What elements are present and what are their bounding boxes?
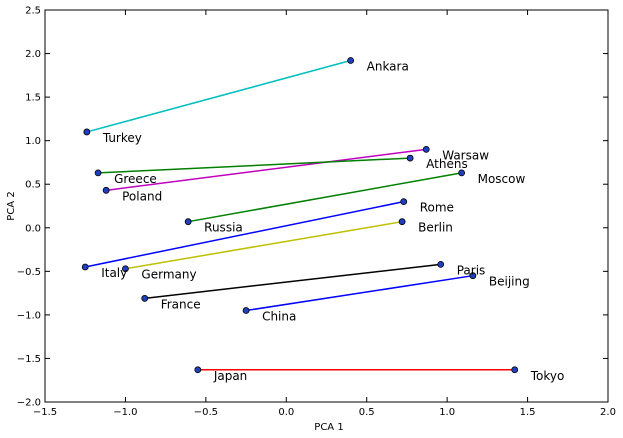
x-tick-label: −0.5 <box>194 407 218 418</box>
axis-ticks: −1.5 −1.0 −0.5 0.0 0.5 1.0 1.5 2.0−2.0−1.5−1.0−… <box>17 6 616 419</box>
point-moscow <box>458 169 466 177</box>
y-tick-label: 0.0 <box>25 223 41 234</box>
label-warsaw: Warsaw <box>442 148 489 162</box>
y-axis-label: PCA 2 <box>6 191 17 220</box>
y-tick-label: 0.5 <box>25 180 41 191</box>
segment-germany-berlin <box>125 220 403 270</box>
label-moscow: Moscow <box>478 172 526 186</box>
x-axis-label: PCA 1 <box>314 422 343 433</box>
y-tick-label: −0.5 <box>17 267 41 278</box>
label-france: France <box>161 297 201 311</box>
segment-china-beijing <box>245 274 473 312</box>
x-tick-label: 1.0 <box>439 407 455 418</box>
point-russia <box>184 218 192 226</box>
y-tick-label: 1.0 <box>25 136 41 147</box>
point-turkey <box>83 128 91 136</box>
point-ankara <box>347 57 355 64</box>
point-tokyo <box>511 366 519 374</box>
label-berlin: Berlin <box>418 221 453 235</box>
label-russia: Russia <box>204 221 243 235</box>
label-rome: Rome <box>420 201 454 215</box>
x-tick-label: 2.0 <box>600 407 616 418</box>
label-turkey: Turkey <box>102 131 142 145</box>
x-tick-label: −1.0 <box>113 407 137 418</box>
segment-italy-rome <box>85 200 404 268</box>
y-tick-label: 2.0 <box>25 49 41 60</box>
plot-frame <box>44 9 609 403</box>
label-japan: Japan <box>213 369 247 383</box>
point-italy <box>81 263 89 271</box>
label-ankara: Ankara <box>367 60 409 74</box>
point-greece <box>94 169 102 177</box>
x-tick-label: 0.0 <box>278 407 294 418</box>
label-athens: Athens <box>426 157 468 171</box>
connecting-lines <box>85 59 515 371</box>
segment-france-paris <box>144 263 441 300</box>
label-tokyo: Tokyo <box>530 369 565 383</box>
data-points <box>81 57 519 374</box>
point-berlin <box>398 218 406 226</box>
y-tick-label: 1.5 <box>25 93 41 104</box>
y-tick-label: −1.5 <box>17 354 41 365</box>
segment-russia-moscow <box>188 172 462 223</box>
segment-greece-athens <box>98 157 411 174</box>
x-tick-label: 1.5 <box>520 407 536 418</box>
label-italy: Italy <box>101 266 127 280</box>
point-china <box>242 307 250 314</box>
point-france <box>141 294 149 302</box>
y-tick-label: 2.5 <box>25 6 41 17</box>
point-japan <box>194 366 202 374</box>
label-greece: Greece <box>114 172 157 186</box>
y-tick-label: −1.0 <box>17 310 41 321</box>
point-beijing <box>469 272 477 280</box>
label-germany: Germany <box>141 268 196 282</box>
label-beijing: Beijing <box>489 275 530 289</box>
point-rome <box>400 198 408 206</box>
point-athens <box>406 154 414 162</box>
point-poland <box>102 186 110 194</box>
x-tick-label: −1.5 <box>33 407 57 418</box>
segment-turkey-ankara <box>86 59 351 133</box>
point-germany <box>122 265 129 273</box>
label-paris: Paris <box>457 263 486 277</box>
y-tick-label: −2.0 <box>17 398 41 409</box>
x-tick-label: 0.5 <box>359 407 375 418</box>
segment-poland-warsaw <box>106 148 427 192</box>
label-china: China <box>262 310 296 324</box>
point-paris <box>437 260 445 268</box>
point-warsaw <box>422 145 430 153</box>
label-poland: Poland <box>122 189 162 203</box>
